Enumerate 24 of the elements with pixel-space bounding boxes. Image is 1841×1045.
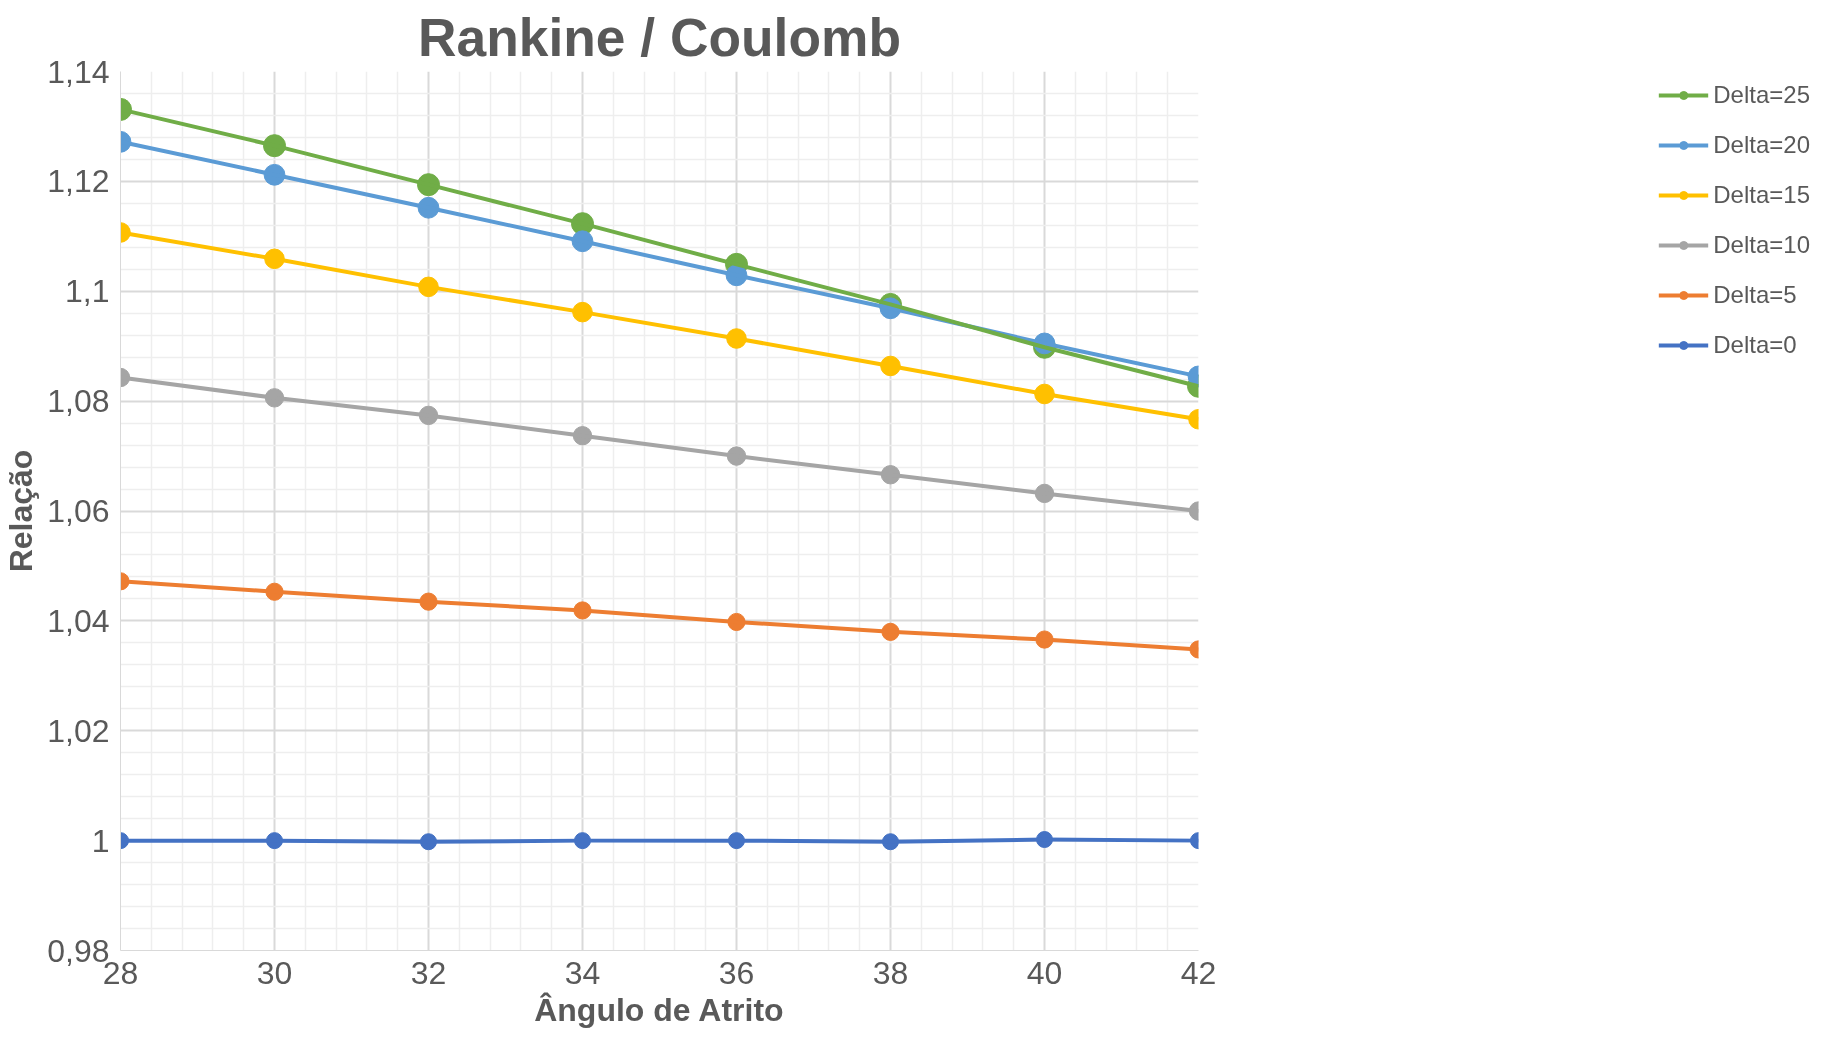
x-tick-label: 34 <box>564 954 601 991</box>
y-tick-label: 1,14 <box>47 53 110 90</box>
y-axis-title: Relação <box>3 449 40 573</box>
y-tick-label: 1,1 <box>65 273 110 310</box>
x-tick-label: 42 <box>1180 954 1217 991</box>
legend-label: Delta=0 <box>1713 331 1797 359</box>
y-tick-label: 1,04 <box>47 602 110 639</box>
chart-title: Rankine / Coulomb <box>418 7 901 67</box>
y-tick-label: 1,08 <box>47 383 110 420</box>
x-tick-label: 30 <box>256 954 293 991</box>
legend-label: Delta=15 <box>1713 181 1810 209</box>
y-tick-label: 1,12 <box>47 163 110 200</box>
legend-label: Delta=5 <box>1713 281 1797 309</box>
legend-label: Delta=20 <box>1713 131 1810 159</box>
y-tick-label: 1,06 <box>47 493 110 529</box>
legend-label: Delta=10 <box>1713 231 1810 259</box>
y-tick-label: 1,02 <box>47 712 110 749</box>
x-axis-title: Ângulo de Atrito <box>534 991 784 1028</box>
y-tick-label: 1 <box>91 822 110 859</box>
x-tick-label: 40 <box>1026 954 1063 991</box>
x-tick-label: 38 <box>872 954 909 991</box>
legend-label: Delta=25 <box>1713 81 1810 109</box>
x-tick-label: 36 <box>718 954 755 991</box>
x-tick-label: 32 <box>410 954 447 991</box>
